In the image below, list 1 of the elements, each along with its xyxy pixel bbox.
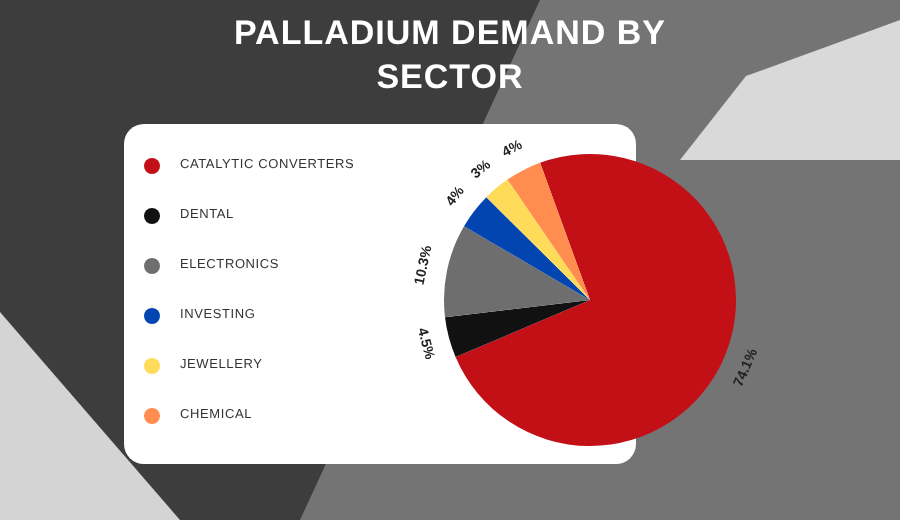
chart-title: PALLADIUM DEMAND BY SECTOR [231,12,668,100]
